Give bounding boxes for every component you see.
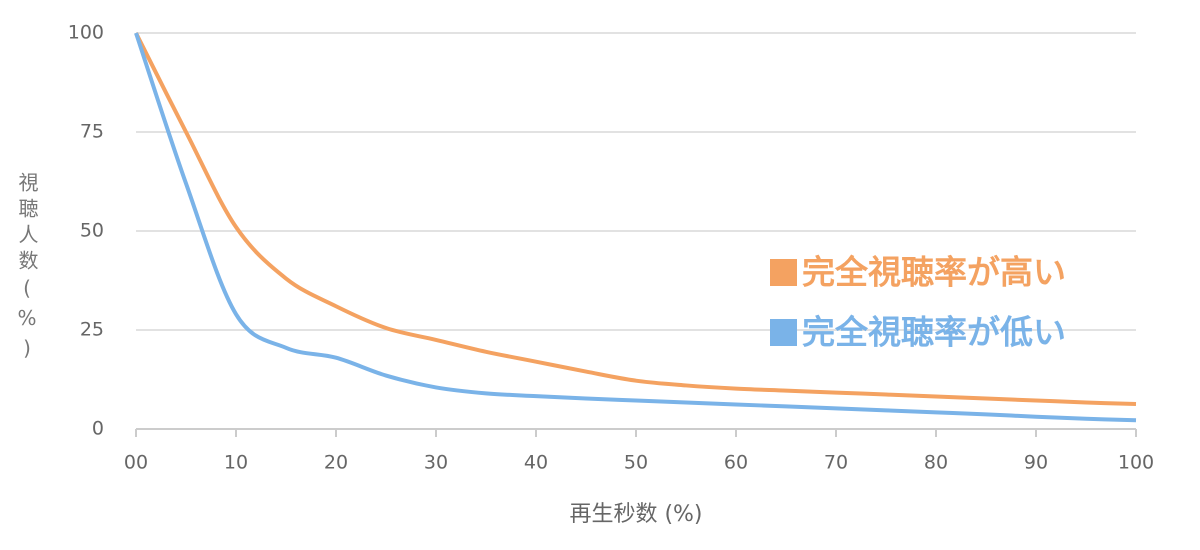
- legend-label: 完全視聴率が高い: [802, 253, 1066, 292]
- legend-swatch: [770, 259, 797, 286]
- series-line: [134, 32, 1137, 423]
- x-tick-label: 00: [124, 452, 148, 474]
- x-tick-label: 30: [424, 452, 448, 474]
- y-tick-label: 50: [80, 220, 104, 242]
- y-tick-label: 100: [68, 22, 104, 44]
- y-axis-label: 視聴人数(%): [15, 172, 39, 366]
- x-tick-label: 50: [624, 452, 648, 474]
- x-tick-label: 60: [724, 452, 748, 474]
- x-tick-label: 70: [824, 452, 848, 474]
- x-tick-label: 40: [524, 452, 548, 474]
- legend-swatch: [770, 319, 797, 346]
- y-tick-label: 0: [92, 418, 104, 440]
- legend-label: 完全視聴率が低い: [802, 313, 1066, 352]
- y-tick-label: 25: [80, 319, 104, 341]
- x-tick-label: 20: [324, 452, 348, 474]
- x-tick-label: 80: [924, 452, 948, 474]
- x-axis-label: 再生秒数 (%): [569, 502, 702, 527]
- x-tick-label: 10: [224, 452, 248, 474]
- series-line: [134, 32, 1137, 407]
- y-tick-label: 75: [80, 121, 104, 143]
- x-tick-label: 100: [1118, 452, 1154, 474]
- x-tick-label: 90: [1024, 452, 1048, 474]
